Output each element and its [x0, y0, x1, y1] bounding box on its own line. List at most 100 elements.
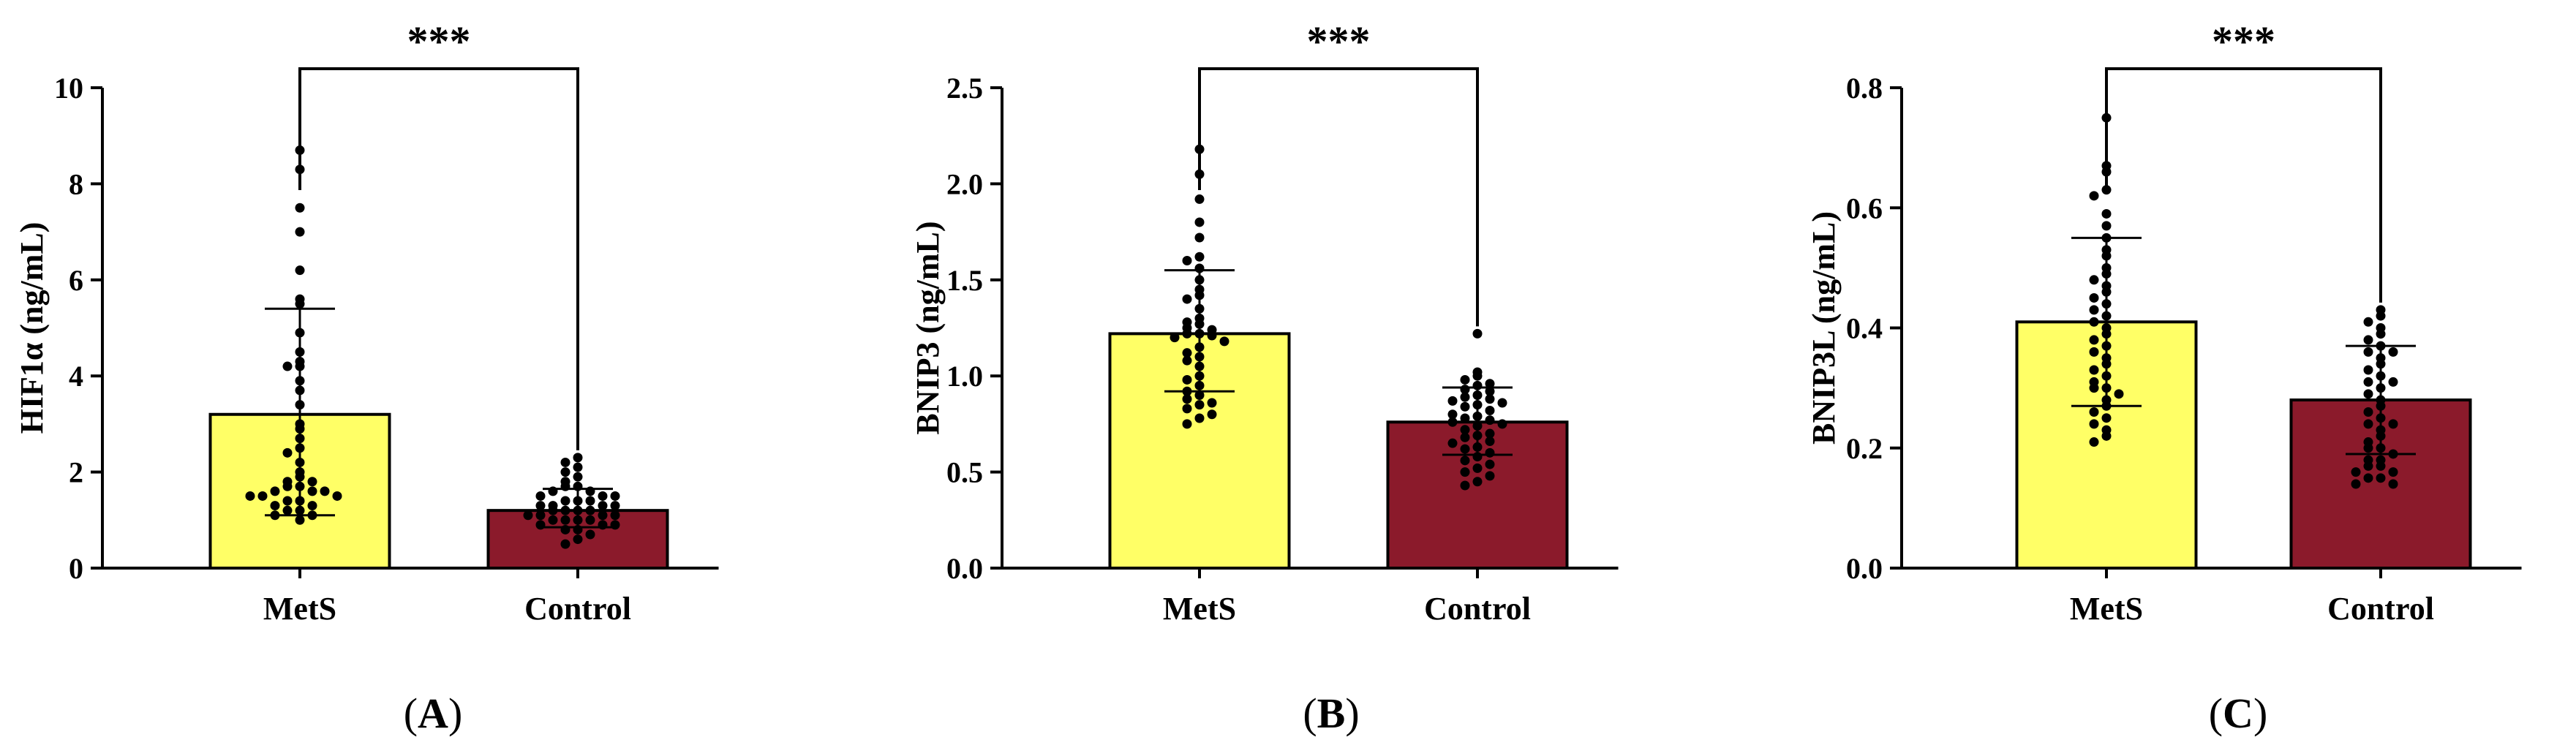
- data-point-control: [2376, 329, 2386, 339]
- y-tick-label: 0.0: [1846, 552, 1883, 585]
- significance-bracket: [1198, 67, 1479, 327]
- data-point-control: [535, 491, 546, 501]
- data-point-mets: [270, 486, 280, 496]
- data-point-control: [2363, 473, 2373, 483]
- data-point-control: [585, 529, 595, 540]
- data-point-control: [1460, 425, 1470, 435]
- data-point-control: [598, 501, 608, 511]
- data-point-control: [1485, 471, 1495, 481]
- data-point-mets: [2101, 221, 2112, 231]
- data-point-mets: [1182, 394, 1192, 404]
- data-point-control: [573, 453, 583, 463]
- data-point-control: [2363, 377, 2373, 387]
- data-point-control: [1472, 328, 1483, 339]
- data-point-mets: [1182, 374, 1192, 385]
- data-point-control: [535, 510, 546, 521]
- data-point-mets: [1194, 400, 1205, 410]
- data-point-mets: [257, 491, 268, 501]
- data-point-control: [610, 510, 620, 521]
- y-tick-label: 0.5: [946, 456, 983, 489]
- data-point-mets: [307, 501, 317, 511]
- data-point-control: [2376, 311, 2386, 321]
- y-tick-label: 0.8: [1846, 72, 1883, 105]
- data-point-mets: [2101, 413, 2112, 423]
- data-point-mets: [1182, 404, 1192, 414]
- data-point-mets: [1207, 330, 1217, 341]
- data-point-control: [2363, 317, 2373, 327]
- data-point-control: [2376, 461, 2386, 471]
- y-tick-label: 6: [69, 264, 83, 297]
- y-tick-label: 0.0: [946, 552, 983, 585]
- data-point-control: [560, 457, 570, 467]
- data-point-mets: [320, 486, 330, 496]
- panel-b: 0.0 0.5 1.0 1.5 2.0 2.5 MetS Control BNIP3 (ng/m…: [910, 18, 1619, 737]
- data-point-control: [2388, 419, 2398, 429]
- y-tick-label: 0.6: [1846, 192, 1883, 224]
- data-point-control: [1447, 438, 1458, 448]
- data-point-mets: [295, 299, 305, 309]
- data-point-control: [560, 515, 570, 525]
- data-point-control: [2363, 407, 2373, 417]
- y-tick-label: 10: [54, 72, 83, 105]
- data-point-control: [585, 496, 595, 506]
- data-point-control: [598, 491, 608, 501]
- data-point-mets: [2089, 407, 2099, 417]
- data-point-control: [1460, 374, 1470, 385]
- y-axis-title: HIF1α (ng/mL): [14, 222, 50, 434]
- data-point-control: [585, 505, 595, 515]
- y-tick-label: 0.2: [1846, 432, 1883, 465]
- data-point-control: [2363, 461, 2373, 471]
- significance-bracket: [2105, 67, 2382, 303]
- data-point-control: [2363, 389, 2373, 399]
- data-point-control: [1447, 417, 1458, 427]
- data-point-control: [1460, 392, 1470, 402]
- data-point-control: [535, 501, 546, 511]
- significance-bracket: [298, 67, 579, 450]
- data-point-mets: [1207, 409, 1217, 420]
- data-point-mets: [1182, 256, 1192, 266]
- data-point-control: [2363, 335, 2373, 345]
- data-point-mets: [2114, 389, 2124, 399]
- data-point-control: [1460, 480, 1470, 491]
- data-point-control: [2351, 467, 2361, 477]
- x-category-label: Control: [524, 591, 631, 627]
- data-point-mets: [1207, 398, 1217, 408]
- data-point-control: [560, 539, 570, 549]
- data-point-mets: [1170, 333, 1180, 343]
- data-point-control: [2388, 347, 2398, 357]
- data-point-control: [560, 467, 570, 477]
- data-point-mets: [295, 265, 305, 276]
- y-tick-label: 2: [69, 456, 83, 489]
- data-point-mets: [1182, 355, 1192, 366]
- data-point-control: [573, 534, 583, 545]
- data-point-mets: [282, 361, 293, 371]
- data-point-control: [1472, 477, 1483, 487]
- data-point-mets: [2089, 347, 2099, 357]
- data-point-control: [560, 505, 570, 515]
- panel-c: 0.0 0.2 0.4 0.6 0.8 MetS Control BNIP3L (ng/mL)…: [1806, 18, 2522, 737]
- data-point-mets: [282, 481, 293, 491]
- data-point-mets: [2101, 431, 2112, 441]
- x-category-label: Control: [2327, 591, 2434, 627]
- data-point-mets: [295, 227, 305, 237]
- x-category-label: MetS: [1163, 591, 1236, 627]
- data-point-control: [610, 491, 620, 501]
- data-point-control: [1485, 386, 1495, 396]
- data-point-mets: [307, 486, 317, 496]
- y-axis-title: BNIP3L (ng/mL): [1806, 211, 1842, 445]
- data-point-mets: [2089, 437, 2099, 447]
- data-point-mets: [307, 477, 317, 487]
- data-point-control: [1485, 447, 1495, 458]
- panel-a: 0 2 4 6 8 10 MetS Control HIF1α (ng/mL) *** (A): [14, 18, 719, 737]
- data-point-mets: [332, 491, 342, 501]
- data-point-control: [1447, 409, 1458, 420]
- data-point-control: [548, 505, 558, 515]
- y-axis-title: BNIP3 (ng/mL): [910, 221, 946, 434]
- data-point-mets: [1182, 419, 1192, 429]
- data-point-mets: [282, 505, 293, 515]
- data-point-control: [573, 472, 583, 482]
- data-point-control: [1460, 467, 1470, 477]
- y-tick-label: 1.0: [946, 360, 983, 393]
- data-point-mets: [282, 447, 293, 458]
- panel-label: (C): [2209, 689, 2268, 737]
